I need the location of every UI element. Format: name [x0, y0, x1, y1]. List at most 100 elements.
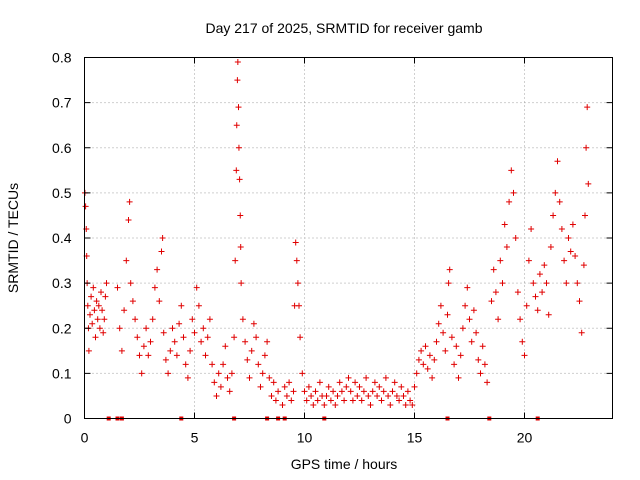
data-point [237, 212, 244, 219]
y-tick-label: 0.5 [52, 185, 72, 201]
data-point [462, 302, 469, 309]
data-point [123, 257, 130, 264]
data-point [506, 198, 513, 205]
data-point [468, 338, 475, 345]
data-point [187, 347, 194, 354]
chart-title: Day 217 of 2025, SRMTID for receiver gam… [205, 20, 482, 36]
data-point [87, 311, 93, 318]
data-point [365, 392, 372, 399]
data-point [266, 374, 273, 381]
data-point [226, 388, 233, 395]
y-tick-label: 0.6 [52, 140, 72, 156]
data-point [101, 316, 108, 323]
data-point [204, 334, 211, 341]
data-point [512, 235, 519, 241]
data-point [231, 334, 238, 341]
data-point [234, 77, 241, 84]
data-point [279, 401, 286, 408]
data-point [433, 338, 440, 345]
data-point [301, 388, 308, 395]
data-point [552, 189, 559, 196]
data-points [81, 59, 592, 408]
data-point [195, 302, 202, 309]
data-point [583, 144, 590, 151]
data-point [327, 397, 334, 404]
data-point [98, 289, 104, 296]
data-point [184, 374, 191, 381]
data-point [305, 383, 312, 390]
data-point [169, 325, 176, 332]
data-point [255, 361, 262, 368]
data-point [233, 122, 240, 129]
data-point [349, 397, 356, 404]
data-point [521, 352, 528, 359]
data-point [237, 244, 244, 251]
data-point [103, 280, 110, 287]
data-point [565, 235, 572, 241]
x-axis-label: GPS time / hours [291, 456, 398, 472]
data-point [497, 257, 504, 264]
data-point [233, 167, 240, 174]
data-point [222, 343, 229, 350]
data-point [176, 320, 183, 327]
data-point [209, 361, 216, 368]
data-point [374, 392, 381, 399]
data-point [402, 401, 409, 408]
data-point [91, 307, 98, 314]
data-point [561, 257, 568, 264]
data-point [528, 225, 535, 232]
data-point [294, 280, 301, 287]
data-point [387, 401, 394, 408]
data-point [158, 248, 165, 255]
data-point [519, 338, 526, 345]
data-point [400, 392, 407, 399]
data-point [308, 392, 315, 399]
data-point [206, 316, 213, 323]
data-point [310, 401, 317, 408]
data-point [235, 144, 242, 151]
data-point [149, 316, 156, 323]
data-point [382, 374, 389, 381]
data-point [376, 383, 383, 390]
data-point [257, 383, 264, 390]
data-point [238, 280, 245, 287]
data-point [473, 329, 480, 336]
data-point [242, 338, 249, 345]
data-point [118, 347, 125, 354]
data-point [127, 280, 134, 287]
data-point [147, 338, 154, 345]
data-point [352, 379, 359, 386]
data-point [288, 397, 295, 404]
data-point [314, 397, 321, 404]
data-point [296, 302, 302, 309]
data-point [338, 388, 345, 395]
data-point [466, 316, 473, 323]
data-point [235, 104, 242, 111]
data-point [95, 302, 102, 309]
data-point [584, 104, 591, 111]
data-point [411, 383, 418, 390]
data-point [234, 59, 241, 66]
data-point [90, 284, 97, 291]
data-point [159, 235, 166, 241]
data-point [253, 334, 260, 341]
data-point [182, 361, 189, 368]
data-point [479, 343, 486, 350]
data-point [369, 388, 376, 395]
data-point [545, 311, 552, 318]
data-point [523, 302, 530, 309]
data-point [457, 352, 464, 359]
x-tick-labels: 0 5 10 15 20 [81, 430, 533, 446]
data-point [345, 374, 352, 381]
x-tick-label: 5 [191, 430, 199, 446]
data-point [102, 293, 109, 300]
y-tick-label: 0.1 [52, 365, 72, 381]
data-point [292, 239, 299, 246]
data-point [85, 347, 92, 354]
y-tick-label: 0.3 [52, 275, 72, 291]
data-point [228, 370, 235, 377]
data-point [550, 212, 557, 219]
data-point [189, 316, 196, 323]
data-point [444, 311, 451, 318]
data-point [409, 401, 416, 408]
